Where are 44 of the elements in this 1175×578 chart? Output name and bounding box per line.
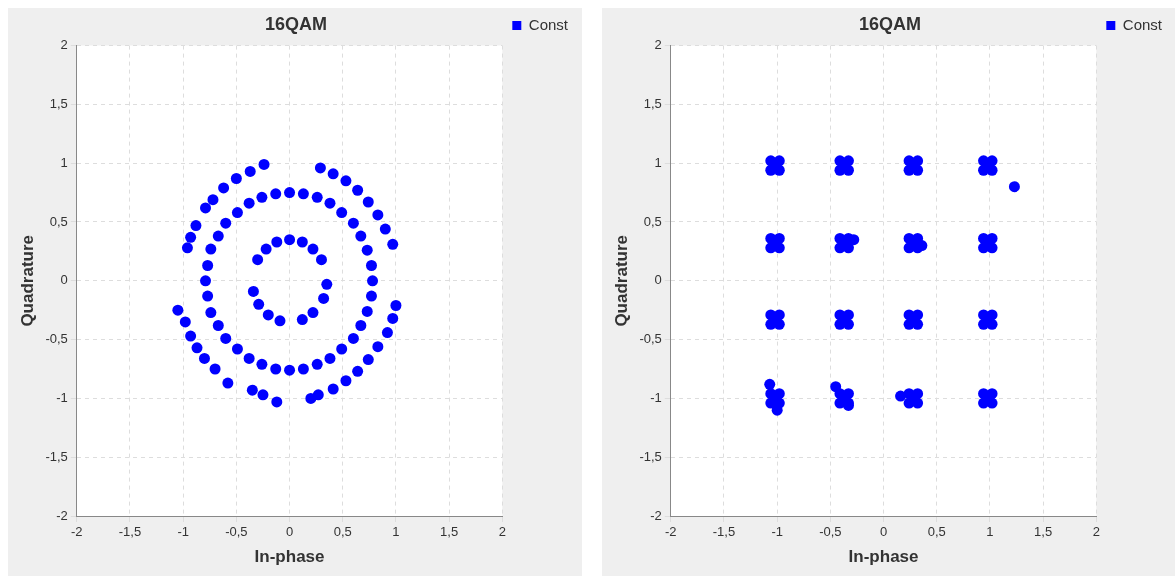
chart-title: 16QAM [264, 13, 328, 34]
legend-label: Const [528, 15, 569, 33]
y-tick-label: -0,5 [45, 331, 68, 347]
x-tick-label: -1,5 [712, 524, 736, 540]
legend-label: Const [1122, 15, 1163, 33]
y-tick-label: -1 [650, 389, 662, 405]
y-tick-label: 2 [654, 37, 662, 53]
y-tick-label: 1,5 [643, 95, 662, 111]
y-tick-label: 1 [654, 154, 662, 170]
y-tick-label: -1 [56, 389, 68, 405]
x-tick-label: 2 [1092, 524, 1100, 540]
chart-title: 16QAM [858, 13, 922, 34]
x-tick-label: 1,5 [440, 524, 459, 540]
x-axis-title: In-phase [848, 547, 919, 567]
x-tick-label: -0,5 [225, 524, 248, 540]
y-tick-label: 0 [60, 272, 68, 288]
x-tick-label: -1 [177, 524, 189, 540]
y-tick-label: 0,5 [643, 213, 662, 229]
y-tick-label: -1,5 [45, 448, 68, 464]
x-tick-label: -2 [665, 524, 677, 540]
y-tick-label: -2 [56, 507, 68, 523]
y-tick-label: 1 [60, 154, 68, 170]
x-tick-label: 1,5 [1034, 524, 1053, 540]
y-tick-label: 0,5 [49, 213, 68, 229]
x-tick-label: 0,5 [927, 524, 946, 540]
x-tick-label: -2 [71, 524, 83, 540]
y-tick-label: -0,5 [639, 331, 662, 347]
y-tick-label: -1,5 [639, 448, 662, 464]
y-tick-label: 1,5 [49, 95, 68, 111]
y-tick-label: 2 [60, 37, 68, 53]
y-tick-label: -2 [650, 507, 662, 523]
x-axis-title: In-phase [254, 547, 325, 567]
x-tick-label: 0,5 [333, 524, 352, 540]
x-tick-label: 0 [285, 524, 294, 540]
x-tick-label: 2 [498, 524, 506, 540]
x-tick-label: -0,5 [819, 524, 842, 540]
y-axis-title: Quadrature [611, 234, 631, 327]
x-tick-label: -1,5 [118, 524, 142, 540]
y-axis-title: Quadrature [17, 234, 37, 327]
x-tick-label: -1 [771, 524, 783, 540]
x-tick-label: 1 [392, 524, 400, 540]
x-tick-label: 0 [879, 524, 888, 540]
y-tick-label: 0 [654, 272, 662, 288]
x-tick-label: 1 [986, 524, 994, 540]
